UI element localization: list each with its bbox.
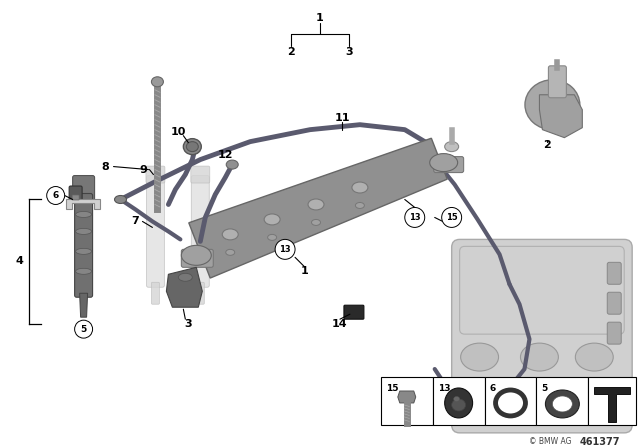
FancyBboxPatch shape: [452, 239, 632, 433]
Ellipse shape: [552, 396, 572, 412]
FancyBboxPatch shape: [69, 186, 82, 203]
Ellipse shape: [76, 228, 92, 234]
Polygon shape: [540, 95, 582, 138]
Ellipse shape: [454, 396, 460, 401]
Ellipse shape: [445, 388, 472, 418]
Ellipse shape: [186, 142, 198, 151]
FancyBboxPatch shape: [607, 292, 621, 314]
Ellipse shape: [520, 343, 558, 371]
Polygon shape: [189, 138, 447, 278]
FancyBboxPatch shape: [191, 166, 210, 183]
Circle shape: [75, 320, 93, 338]
Ellipse shape: [227, 160, 238, 169]
Polygon shape: [398, 391, 416, 403]
Text: 15: 15: [446, 213, 458, 222]
Ellipse shape: [525, 80, 580, 129]
Text: 3: 3: [345, 47, 353, 57]
Text: 6: 6: [52, 191, 59, 200]
Circle shape: [442, 207, 461, 228]
Ellipse shape: [545, 390, 579, 418]
Text: 15: 15: [386, 384, 398, 393]
Ellipse shape: [445, 142, 459, 151]
Text: 13: 13: [279, 245, 291, 254]
Text: 13: 13: [409, 213, 420, 222]
Circle shape: [47, 186, 65, 204]
FancyBboxPatch shape: [152, 282, 159, 304]
Text: 7: 7: [132, 216, 140, 226]
Ellipse shape: [352, 182, 368, 193]
Text: 11: 11: [334, 113, 349, 123]
FancyBboxPatch shape: [460, 246, 624, 334]
Text: 6: 6: [490, 384, 496, 393]
Text: 2: 2: [287, 47, 295, 57]
Circle shape: [404, 207, 425, 228]
Bar: [536, 377, 588, 425]
Ellipse shape: [429, 154, 458, 172]
FancyBboxPatch shape: [191, 176, 209, 287]
Ellipse shape: [222, 229, 238, 240]
Ellipse shape: [179, 273, 193, 281]
Circle shape: [275, 239, 295, 259]
Text: 1: 1: [301, 266, 309, 276]
Text: 8: 8: [102, 162, 109, 172]
FancyBboxPatch shape: [72, 195, 79, 200]
FancyBboxPatch shape: [548, 66, 566, 98]
FancyBboxPatch shape: [607, 263, 621, 284]
Ellipse shape: [76, 211, 92, 217]
Ellipse shape: [355, 202, 364, 208]
FancyBboxPatch shape: [607, 322, 621, 344]
Polygon shape: [595, 387, 630, 422]
FancyBboxPatch shape: [146, 166, 165, 183]
Ellipse shape: [181, 246, 211, 265]
Polygon shape: [79, 293, 88, 317]
FancyBboxPatch shape: [147, 176, 164, 287]
Text: 12: 12: [218, 150, 233, 159]
FancyBboxPatch shape: [196, 282, 204, 304]
Ellipse shape: [575, 343, 613, 371]
Ellipse shape: [308, 199, 324, 210]
Text: 3: 3: [184, 319, 192, 329]
Ellipse shape: [152, 77, 163, 87]
Polygon shape: [66, 199, 100, 210]
Text: 2: 2: [543, 140, 551, 150]
Ellipse shape: [183, 138, 202, 155]
Ellipse shape: [226, 250, 235, 255]
Ellipse shape: [76, 268, 92, 274]
Ellipse shape: [76, 248, 92, 254]
Text: 10: 10: [171, 127, 186, 137]
Bar: [588, 377, 636, 425]
Polygon shape: [166, 267, 202, 307]
Ellipse shape: [115, 195, 127, 203]
Text: 1: 1: [316, 13, 324, 23]
FancyBboxPatch shape: [75, 194, 93, 297]
Text: 5: 5: [81, 325, 87, 334]
Text: 9: 9: [140, 164, 147, 175]
Ellipse shape: [461, 343, 499, 371]
Bar: [381, 377, 433, 425]
FancyBboxPatch shape: [181, 250, 213, 267]
Bar: [433, 377, 484, 425]
Ellipse shape: [264, 214, 280, 225]
FancyBboxPatch shape: [434, 157, 463, 172]
Text: 461377: 461377: [579, 437, 620, 447]
Ellipse shape: [312, 220, 321, 225]
Text: 5: 5: [541, 384, 548, 393]
Bar: [484, 377, 536, 425]
Text: © BMW AG: © BMW AG: [529, 437, 572, 446]
Ellipse shape: [268, 234, 276, 241]
FancyBboxPatch shape: [72, 176, 95, 202]
Text: 4: 4: [16, 256, 24, 266]
Ellipse shape: [495, 390, 525, 416]
Text: 13: 13: [438, 384, 450, 393]
Text: 14: 14: [332, 319, 348, 329]
Ellipse shape: [452, 399, 466, 411]
FancyBboxPatch shape: [344, 305, 364, 319]
